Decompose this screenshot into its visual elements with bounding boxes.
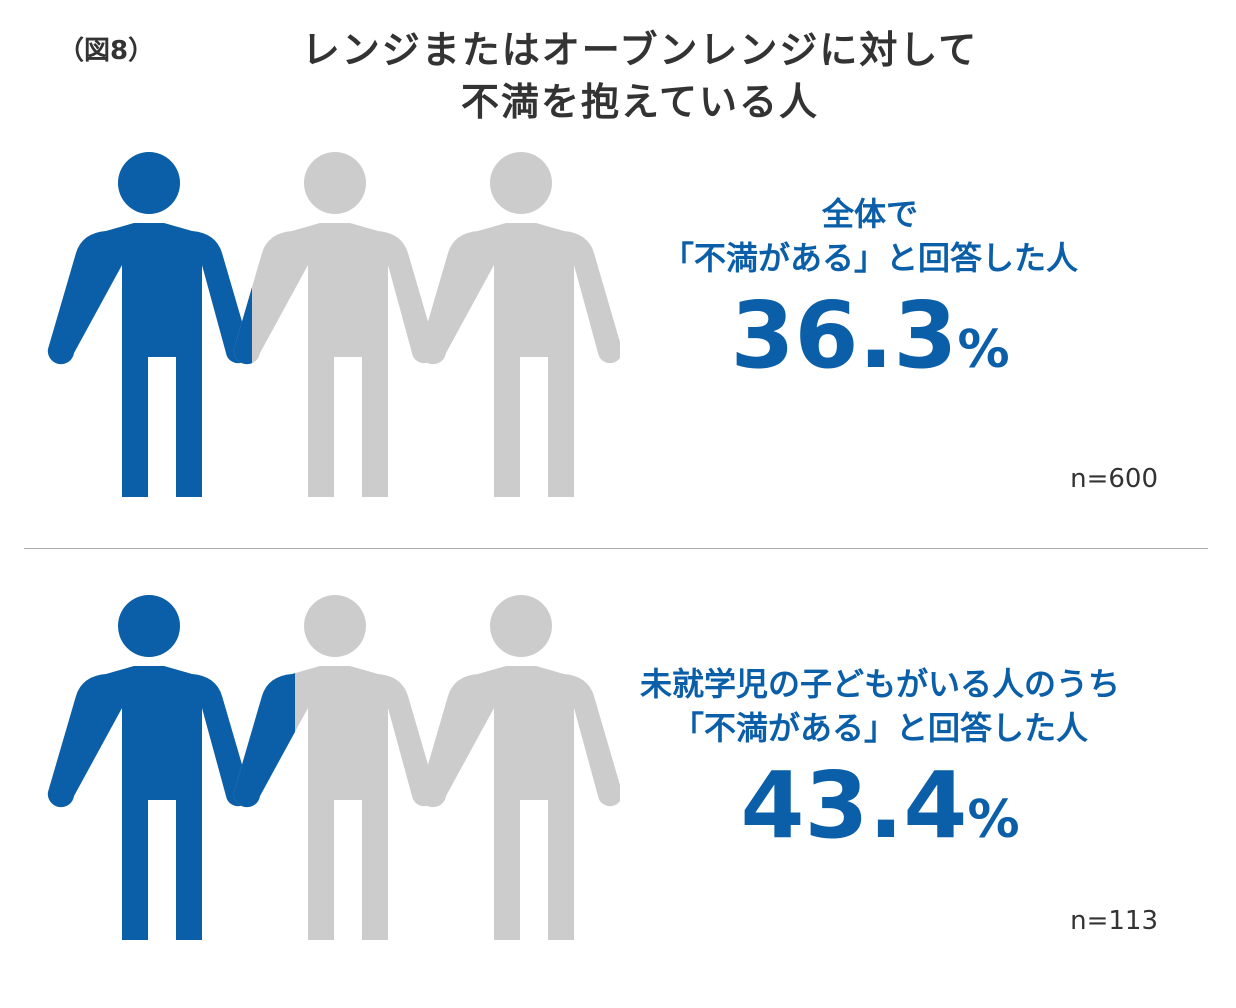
panel-2-value: 43.4 <box>740 752 968 859</box>
pictogram-panel-2 <box>47 595 620 940</box>
panel-2-sample-size: n=113 <box>1070 906 1158 936</box>
panel-2-label-line-2: 「不満がある」と回答した人 <box>671 709 1088 747</box>
panel-1-percentage: 36.3% <box>560 286 1180 386</box>
title-line-2: 不満を抱えている人 <box>460 80 820 124</box>
person-icon-filled <box>47 152 250 497</box>
person-body <box>233 673 296 808</box>
figure-label: （図8） <box>58 36 155 66</box>
person-head <box>304 595 366 657</box>
person-body <box>419 666 620 940</box>
person-icon <box>233 595 437 940</box>
person-body <box>47 223 250 497</box>
person-icon <box>47 152 251 497</box>
panel-1-text: 全体で 「不満がある」と回答した人 36.3% <box>560 192 1180 386</box>
person-head <box>118 152 180 214</box>
panel-1-unit: % <box>957 320 1010 380</box>
panel-2-unit: % <box>967 790 1020 850</box>
panel-2-text: 未就学児の子どもがいる人のうち 「不満がある」と回答した人 43.4% <box>560 662 1200 856</box>
person-icon <box>419 152 620 497</box>
person-icon-filled <box>47 595 250 940</box>
panel-1-label-line-1: 全体で <box>821 195 918 233</box>
chart-title: レンジまたはオーブンレンジに対して 不満を抱えている人 <box>180 24 1100 128</box>
person-icon <box>419 595 620 940</box>
person-body <box>233 223 437 497</box>
person-body <box>419 223 620 497</box>
divider <box>24 548 1208 549</box>
pictogram-panel-1 <box>47 152 620 497</box>
person-head <box>118 595 180 657</box>
person-icon-filled <box>233 673 296 808</box>
person-icon-filled <box>233 287 252 365</box>
person-icon <box>233 152 437 497</box>
title-line-1: レンジまたはオーブンレンジに対して <box>301 28 979 72</box>
panel-1-value: 36.3 <box>730 282 958 389</box>
person-head <box>490 595 552 657</box>
person-body <box>47 666 250 940</box>
panel-1-sample-size: n=600 <box>1070 464 1158 494</box>
panel-2-percentage: 43.4% <box>560 756 1200 856</box>
person-head <box>490 152 552 214</box>
person-icon <box>47 595 251 940</box>
person-head <box>304 152 366 214</box>
panel-2-label-line-1: 未就学児の子どもがいる人のうち <box>639 665 1120 703</box>
person-body <box>233 287 252 365</box>
panel-1-label-line-2: 「不満がある」と回答した人 <box>661 239 1078 277</box>
